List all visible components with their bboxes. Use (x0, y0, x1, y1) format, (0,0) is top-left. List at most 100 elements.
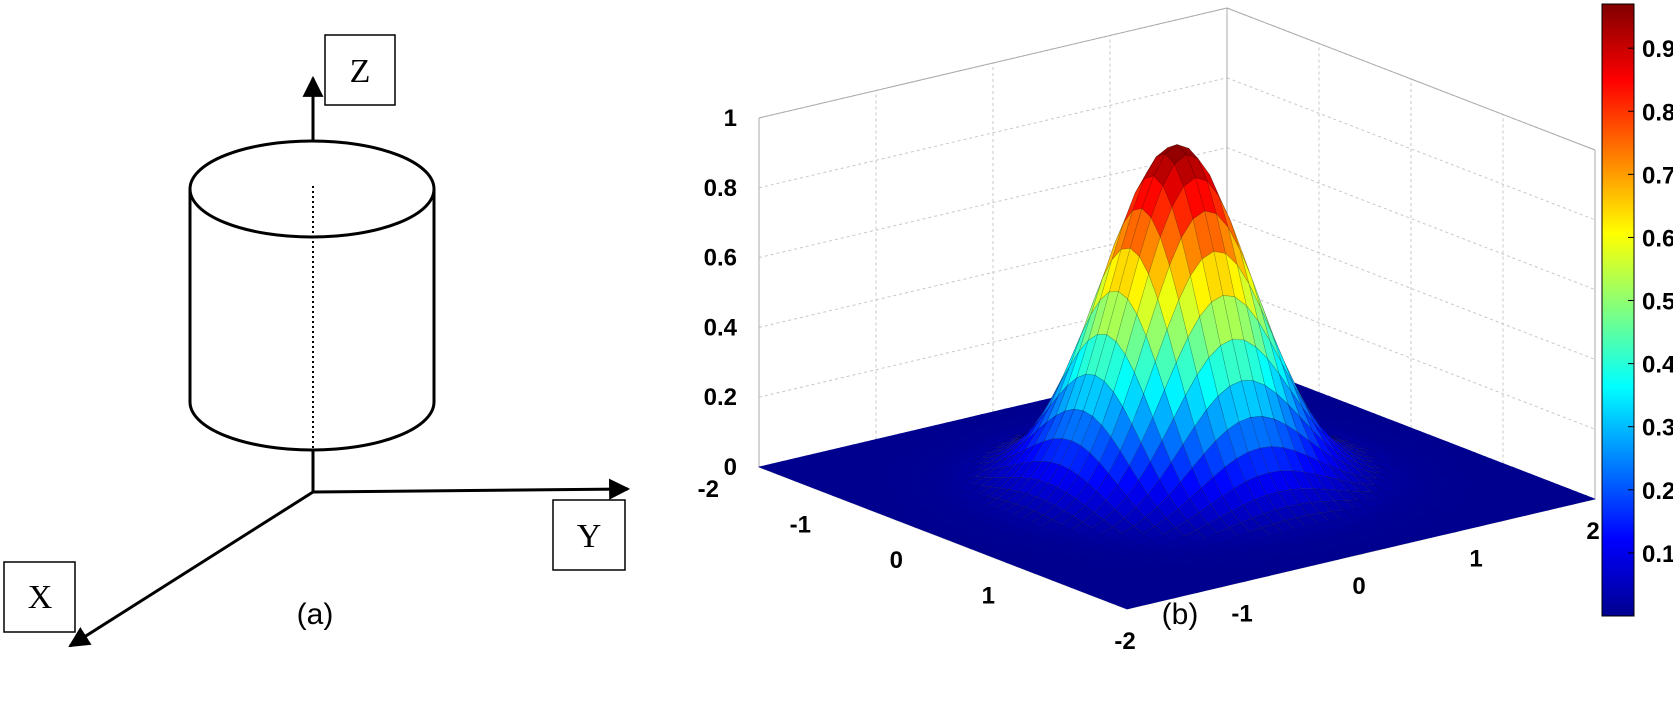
surface-patch (1213, 251, 1236, 298)
surface-patch (1024, 422, 1047, 451)
x-tick-label: -1 (790, 512, 811, 539)
colorbar-tick-label: 0.7 (1642, 162, 1673, 189)
z-tick-label: 1 (724, 105, 737, 132)
surface-patch (1087, 290, 1110, 341)
colorbar-tick-label: 0.4 (1642, 352, 1673, 379)
surface-patch (1030, 397, 1052, 430)
surface-patch (1041, 438, 1063, 463)
colorbar-tick-label: 0.1 (1642, 541, 1673, 568)
y-axis-arrow (312, 478, 631, 500)
x-tick-label: 1 (982, 583, 995, 610)
z-tick-label: 0.2 (704, 384, 737, 411)
z-tick-label: 0 (724, 454, 737, 481)
surface-patch (1045, 385, 1068, 424)
surface-patch (980, 476, 1004, 488)
surface-patch (1081, 277, 1103, 334)
colorbar-ticks: 0.1 0.2 0.3 0.4 0.5 0.6 0.7 0.8 0.9 (1628, 36, 1673, 568)
surface-patch (1162, 163, 1185, 208)
colorbar-tick-label: 0.2 (1642, 478, 1673, 505)
surface-plot (757, 143, 1597, 610)
surface-patch (1055, 376, 1078, 417)
panel-a-caption: (a) (297, 598, 334, 631)
surface-patch (1155, 144, 1178, 158)
surface-patch (1073, 373, 1096, 412)
y-axis-label: Y (577, 518, 602, 555)
axis-edge (1226, 7, 1596, 151)
y-tick-label: -1 (1231, 601, 1252, 628)
surface-patch (1012, 425, 1034, 446)
colorbar-tick-label: 0.8 (1642, 99, 1673, 126)
z-tick-label: 0.8 (704, 175, 737, 202)
surface-patch (983, 466, 1006, 478)
surface-patch (1134, 156, 1157, 194)
surface-patch (1076, 333, 1099, 379)
surface-patch (1152, 389, 1175, 442)
surface-patch (1000, 438, 1022, 455)
axis-ticks: 0 0.2 0.4 0.6 0.8 1 -2 -1 0 1 -2 -1 0 1 2 (698, 105, 1600, 655)
z-tick-label: 0.4 (704, 314, 738, 341)
colorbar-tick-label: 0.5 (1642, 289, 1673, 316)
surface-patch (1017, 478, 1040, 495)
surface-patch (1050, 438, 1073, 466)
surface-patch (1007, 437, 1029, 459)
axis-edge (758, 7, 1228, 119)
z-tick-label: 0.6 (704, 245, 737, 272)
surface-patch (998, 437, 1020, 444)
panel-b: 0 0.2 0.4 0.6 0.8 1 -2 -1 0 1 -2 -1 0 1 2 0.1 0.2 0.3 0.4… (698, 3, 1673, 655)
z-axis-label: Z (350, 53, 371, 90)
surface-patch (1116, 602, 1140, 610)
surface-patch (1099, 249, 1122, 302)
surface-patch (1230, 220, 1252, 278)
surface-patch (992, 464, 1015, 478)
surface-patch (1083, 374, 1105, 417)
surface-patch (1230, 504, 1253, 524)
surface-patch (1102, 222, 1124, 279)
surface-patch (1051, 354, 1073, 399)
colorbar-tick-label: 0.9 (1642, 36, 1673, 63)
panel-a: Z Y X (a) (3, 34, 631, 648)
x-axis-label: X (28, 579, 53, 616)
x-tick-label: 0 (890, 547, 903, 574)
grid-line (758, 286, 1228, 398)
surface-patch (989, 476, 1013, 489)
y-tick-label: 2 (1586, 518, 1599, 545)
surface-patch (1241, 380, 1263, 418)
surface-patch (1096, 472, 1119, 501)
surface-patch (1022, 440, 1045, 464)
surface-patch (997, 444, 1020, 461)
surface-patch (1101, 391, 1124, 438)
y-tick-label: 0 (1352, 573, 1365, 600)
panel-b-caption: (b) (1162, 598, 1199, 631)
surface-patch (1052, 408, 1075, 440)
surface-patch (988, 450, 1010, 463)
x-axis-arrow (68, 490, 314, 648)
surface-patch (1002, 434, 1025, 450)
y-label-box (552, 499, 626, 571)
surface-patch (1064, 373, 1087, 412)
y-tick-label: -2 (1114, 628, 1135, 655)
surface-patch (1208, 344, 1231, 397)
surface-patch (1157, 264, 1180, 331)
y-tick-label: 1 (1469, 546, 1482, 573)
surface-patch (1132, 175, 1155, 211)
surface-patch (1057, 468, 1079, 493)
x-label-box (3, 561, 76, 633)
surface-patch (1020, 460, 1043, 479)
colorbar (1601, 3, 1635, 617)
surface-patch (1352, 473, 1376, 486)
surface-patch (1220, 339, 1242, 387)
colorbar-tick-label: 0.3 (1642, 415, 1673, 442)
surface-patch (1009, 429, 1031, 451)
surface-patch (1210, 294, 1233, 346)
grid-line (758, 77, 1228, 189)
grid-line (758, 147, 1228, 259)
surface-patch (1078, 299, 1101, 352)
cylinder (188, 139, 436, 452)
surface-patch (1037, 395, 1059, 431)
surface-patch (1180, 467, 1202, 500)
surface-patch (1027, 407, 1050, 439)
surface-patch (1048, 365, 1071, 408)
z-label-box (324, 34, 396, 106)
colorbar-tick-label: 0.6 (1642, 225, 1673, 252)
